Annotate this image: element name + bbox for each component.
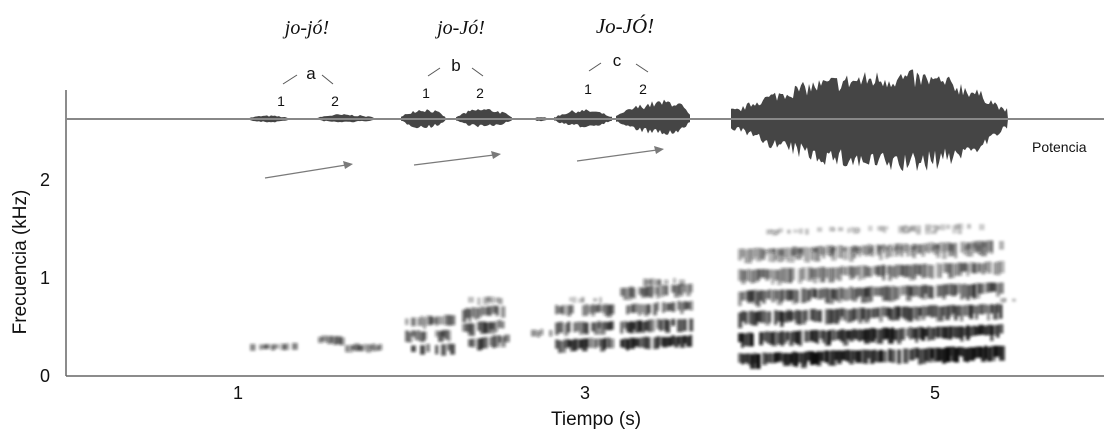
letter-a: a <box>306 64 316 83</box>
spectrogram-band <box>250 343 298 351</box>
spectrogram-band <box>468 334 510 351</box>
spectrogram-band <box>620 334 693 351</box>
bracket-b-right <box>471 67 484 77</box>
y-axis-label: Frecuencia (kHz) <box>10 190 31 335</box>
bracket-b-left <box>427 67 441 77</box>
bracket-a-right <box>321 74 334 85</box>
spectrogram-band <box>1000 298 1016 303</box>
syll-c-1: 1 <box>584 81 592 97</box>
syll-c-2: 2 <box>639 81 647 97</box>
spectrogram-band <box>468 296 503 306</box>
spectrogram-band <box>620 318 694 334</box>
phrase-a: jo-jó! <box>282 17 329 39</box>
spectrogram-band <box>555 320 614 336</box>
letter-c: c <box>613 51 622 70</box>
arrow-b-head <box>491 151 501 159</box>
bracket-c-left <box>588 62 602 72</box>
bracket-c-right <box>635 63 649 73</box>
waveform <box>247 69 1008 172</box>
arrow-a <box>264 164 347 179</box>
spectrogram-band <box>626 300 694 316</box>
group-c: Jo-JÓ! c 1 2 <box>584 14 654 97</box>
spectrogram-band <box>738 345 1005 369</box>
spectrogram-band <box>643 278 685 287</box>
bracket-a-left <box>282 74 298 85</box>
y-tick-1: 1 <box>40 268 50 288</box>
spectrogram-band <box>738 324 1004 348</box>
arrow-c <box>576 149 658 162</box>
spectrogram-band <box>738 303 1003 329</box>
phrase-c: Jo-JÓ! <box>596 14 654 38</box>
spectrogram-band <box>462 319 505 336</box>
spectrogram-band <box>569 296 603 304</box>
syll-b-2: 2 <box>476 85 484 101</box>
group-b: jo-Jó! b 1 2 <box>422 17 485 101</box>
y-tick-2: 2 <box>40 170 50 190</box>
x-tick-3: 3 <box>580 383 590 403</box>
y-tick-0: 0 <box>40 366 50 386</box>
spectrogram-band <box>766 223 985 236</box>
x-axis-label: Tiempo (s) <box>551 409 641 430</box>
syll-a-1: 1 <box>277 93 285 109</box>
spectrogram-band <box>620 283 694 301</box>
arrow-c-head <box>654 146 664 154</box>
group-a: jo-jó! a 1 2 <box>277 17 339 109</box>
spectrogram-band <box>531 329 553 338</box>
x-tick-5: 5 <box>930 383 940 403</box>
spectrogram-band <box>462 305 506 323</box>
spectrogram-band <box>405 314 456 329</box>
rising-arrows <box>264 146 664 179</box>
syll-a-2: 2 <box>331 93 339 109</box>
spectrogram-band <box>345 343 383 353</box>
x-tick-1: 1 <box>233 383 243 403</box>
spectrogram-band <box>555 337 615 353</box>
waveform-segment <box>616 99 690 135</box>
waveform-label: Potencia <box>1032 139 1087 155</box>
phrase-b: jo-Jó! <box>434 17 485 39</box>
syll-b-1: 1 <box>422 85 430 101</box>
spectrogram-band <box>411 343 456 356</box>
spectrogram-band <box>405 329 452 343</box>
spectrogram-band <box>318 335 345 346</box>
letter-b: b <box>451 56 460 75</box>
spectrogram-band <box>883 229 962 235</box>
arrow-a-head <box>343 161 353 169</box>
waveform-segment <box>731 69 1008 172</box>
spectrogram-band <box>738 261 1005 285</box>
spectrogram <box>250 223 1016 369</box>
spectrogram-band <box>555 303 615 318</box>
arrow-b <box>413 154 495 166</box>
spectrogram-band <box>738 282 1004 307</box>
spectrogram-band <box>763 242 987 256</box>
